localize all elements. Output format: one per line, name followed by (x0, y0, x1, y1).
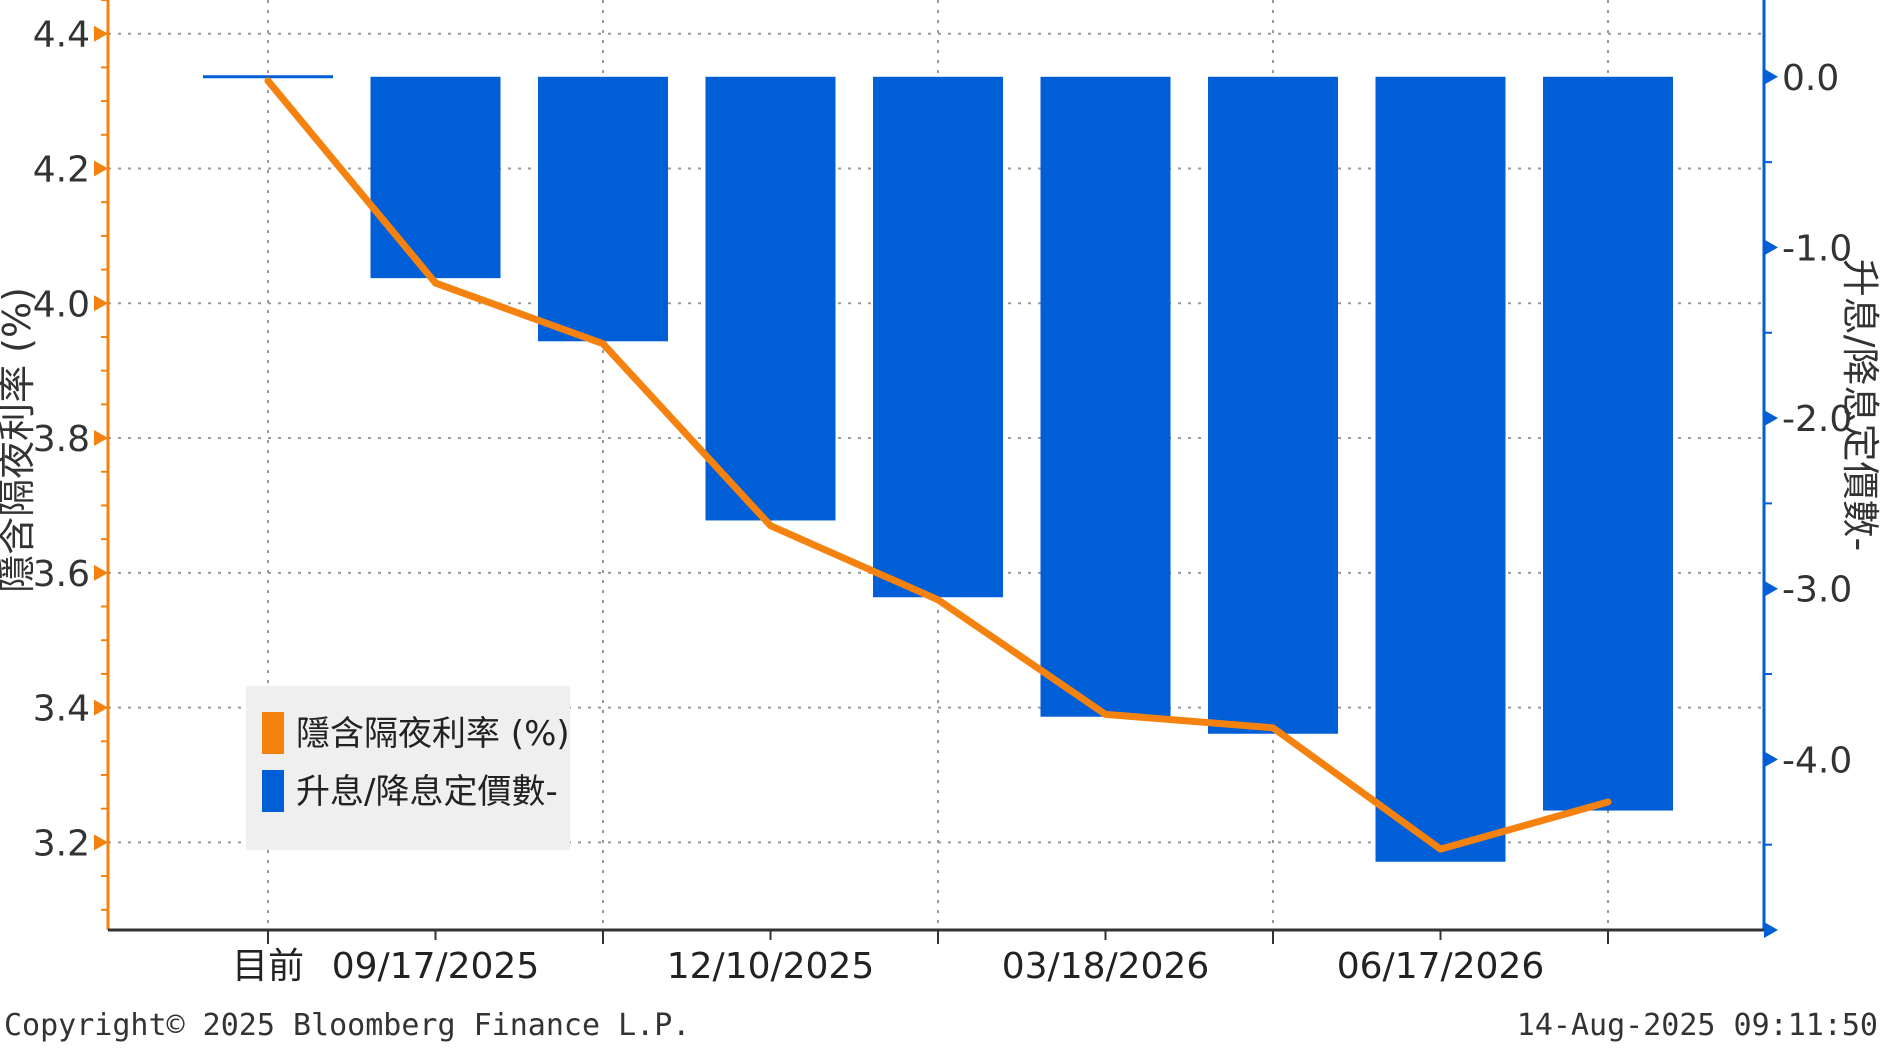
legend: 隱含隔夜利率 (%) 升息/降息定價數- (246, 686, 570, 850)
legend-swatch (262, 770, 284, 812)
left-axis-label: 隱含隔夜利率 (%) (0, 287, 39, 593)
left-tick-label: 3.8 (33, 419, 90, 460)
right-tick-arrow (1764, 410, 1778, 427)
left-tick-label: 3.4 (33, 689, 90, 730)
x-tick-label: 12/10/2025 (667, 946, 875, 987)
right-tick-label: -1.0 (1782, 228, 1852, 269)
bar (1208, 76, 1338, 734)
left-tick-arrow (94, 564, 108, 581)
left-tick-arrow (94, 834, 108, 851)
bar (1375, 76, 1506, 862)
left-tick-label: 3.2 (33, 823, 90, 864)
x-tick-label: 03/18/2026 (1002, 946, 1210, 987)
timestamp-text: 14-Aug-2025 09:11:50 (1516, 1008, 1878, 1043)
bar (1040, 76, 1171, 717)
right-tick-label: -2.0 (1782, 399, 1852, 440)
left-tick-arrow (94, 160, 108, 177)
line-series (264, 77, 1612, 853)
legend-label: 升息/降息定價數- (296, 772, 558, 812)
left-tick-label: 3.6 (33, 554, 90, 595)
left-tick-arrow (94, 699, 108, 716)
chart: 3.2 3.4 3.6 3.8 4.0 4.2 4.4 0.0 -1.0 -2.0 -3.0 -4.0… (0, 0, 1882, 987)
left-tick-label: 4.2 (33, 149, 90, 190)
left-tick-label: 4.0 (33, 284, 90, 325)
axis-labels: 隱含隔夜利率 (%) 升息/降息定價數- (0, 259, 1882, 593)
right-tick-arrow (1764, 922, 1778, 938)
right-tick-arrow (1764, 751, 1778, 768)
x-tick-label: 目前 (232, 946, 304, 987)
bar (370, 76, 501, 279)
legend-swatch (262, 712, 284, 754)
left-tick-arrow (94, 25, 108, 42)
copyright-text: Copyright© 2025 Bloomberg Finance L.P. (4, 1008, 691, 1043)
right-tick-label: -3.0 (1782, 570, 1852, 611)
right-tick-label: -4.0 (1782, 740, 1852, 781)
right-tick-label: 0.0 (1782, 58, 1839, 99)
x-tick-label: 09/17/2025 (332, 946, 540, 987)
left-tick-label: 4.4 (33, 15, 90, 56)
axes (94, 0, 1778, 944)
legend-label: 隱含隔夜利率 (%) (296, 714, 570, 754)
bar-series (203, 75, 1673, 862)
bar (538, 76, 668, 342)
right-tick-arrow (1764, 68, 1778, 85)
tick-labels: 3.2 3.4 3.6 3.8 4.0 4.2 4.4 0.0 -1.0 -2.0 -3.0 -4.0… (33, 15, 1853, 987)
x-tick-label: 06/17/2026 (1337, 946, 1545, 987)
left-tick-arrow (94, 295, 108, 312)
right-axis-label: 升息/降息定價數- (1838, 259, 1882, 552)
bar (1543, 76, 1673, 811)
right-tick-arrow (1764, 239, 1778, 256)
legend-box (246, 686, 570, 850)
left-tick-arrow (94, 430, 108, 447)
line-path (264, 77, 1612, 853)
bar (873, 76, 1003, 598)
bar (705, 76, 836, 521)
right-tick-arrow (1764, 580, 1778, 597)
